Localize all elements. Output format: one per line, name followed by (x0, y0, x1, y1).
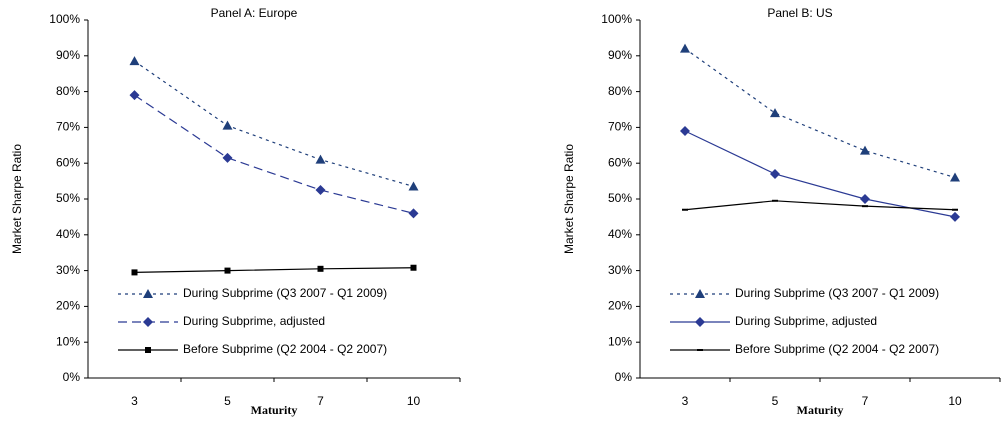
marker (222, 120, 233, 130)
series-line (134, 60, 414, 188)
marker (145, 347, 151, 353)
marker (222, 152, 233, 163)
x-tick-label: 5 (772, 394, 779, 408)
series-line (684, 48, 956, 179)
y-tick-label: 30% (608, 263, 632, 277)
series-line (684, 200, 956, 211)
y-tick-label: 100% (49, 12, 80, 26)
marker (317, 265, 324, 272)
y-tick-label: 10% (608, 334, 632, 348)
marker (315, 185, 326, 196)
y-tick-label: 70% (608, 120, 632, 134)
legend-label: Before Subprime (Q2 2004 - Q2 2007) (735, 342, 939, 356)
marker (695, 289, 705, 298)
y-tick-label: 40% (608, 227, 632, 241)
marker (143, 289, 153, 298)
x-axis-label: Maturity (797, 403, 844, 417)
legend-label: During Subprime, adjusted (735, 314, 877, 328)
legend-label: During Subprime (Q3 2007 - Q1 2009) (183, 286, 387, 300)
y-tick-label: 100% (601, 12, 632, 26)
x-axis-label: Maturity (251, 403, 298, 417)
chart-title: Panel A: Europe (211, 6, 298, 20)
y-axis-label: Market Sharpe Ratio (10, 144, 24, 254)
legend-label: During Subprime, adjusted (183, 314, 325, 328)
chart-title: Panel B: US (767, 6, 832, 20)
panel: Panel A: Europe Market Sharpe Ratio Maturi… (10, 6, 461, 417)
marker (860, 145, 870, 155)
y-tick-label: 40% (56, 227, 80, 241)
y-tick-label: 90% (608, 48, 632, 62)
marker (143, 317, 153, 327)
marker (697, 349, 703, 351)
marker (315, 154, 326, 164)
x-tick-label: 7 (317, 394, 324, 408)
x-tick-label: 10 (948, 394, 962, 408)
x-tick-label: 5 (224, 394, 231, 408)
y-tick-label: 0% (615, 370, 633, 384)
marker (410, 264, 417, 271)
marker (680, 125, 690, 136)
y-tick-label: 20% (56, 299, 80, 313)
marker (129, 56, 140, 66)
y-tick-label: 30% (56, 263, 80, 277)
x-tick-label: 10 (407, 394, 421, 408)
y-tick-label: 10% (56, 334, 80, 348)
y-axis-label: Market Sharpe Ratio (562, 144, 576, 254)
y-tick-label: 20% (608, 299, 632, 313)
y-tick-label: 80% (56, 84, 80, 98)
y-tick-label: 0% (63, 370, 81, 384)
marker (129, 90, 140, 101)
series-line (134, 94, 414, 214)
marker (680, 43, 690, 53)
marker (408, 208, 419, 219)
marker (224, 267, 231, 274)
y-tick-label: 90% (56, 48, 80, 62)
marker (952, 208, 958, 211)
marker (770, 108, 780, 118)
y-tick-label: 60% (608, 155, 632, 169)
y-tick-label: 60% (56, 155, 80, 169)
marker (860, 194, 870, 204)
marker (408, 181, 419, 191)
legend-label: Before Subprime (Q2 2004 - Q2 2007) (183, 342, 387, 356)
series-line (134, 267, 414, 273)
marker (950, 172, 960, 182)
x-tick-label: 3 (131, 394, 138, 408)
y-tick-label: 70% (56, 120, 80, 134)
x-tick-label: 7 (862, 394, 869, 408)
legend-label: During Subprime (Q3 2007 - Q1 2009) (735, 286, 939, 300)
y-tick-label: 50% (56, 191, 80, 205)
marker (772, 199, 778, 202)
x-tick-label: 3 (682, 394, 689, 408)
y-tick-label: 80% (608, 84, 632, 98)
panel: Panel B: US Market Sharpe Ratio Maturity 0%… (562, 6, 1001, 417)
marker (770, 168, 780, 179)
marker (862, 205, 868, 208)
y-tick-label: 50% (608, 191, 632, 205)
marker (682, 208, 688, 211)
marker (950, 211, 960, 222)
marker (695, 317, 705, 327)
marker (131, 269, 138, 276)
